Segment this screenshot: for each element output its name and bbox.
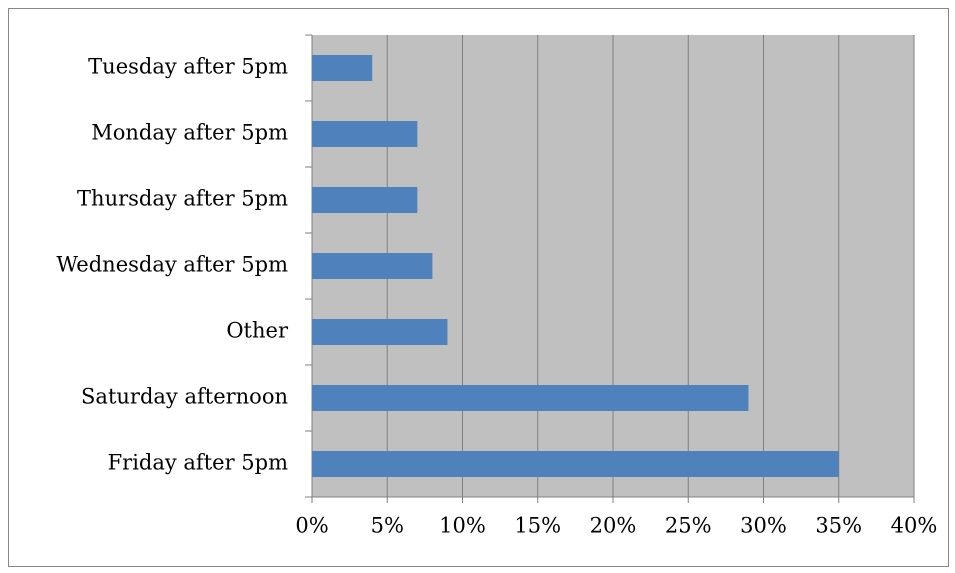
x-tick-label: 20% xyxy=(590,514,637,538)
y-tick-label: Monday after 5pm xyxy=(91,121,288,145)
bar xyxy=(312,55,373,81)
bar xyxy=(312,451,839,477)
bar xyxy=(312,187,418,213)
y-tick-label: Friday after 5pm xyxy=(108,451,289,475)
y-tick-label: Tuesday after 5pm xyxy=(88,55,288,79)
bar xyxy=(312,385,749,411)
bar xyxy=(312,253,433,279)
x-tick-label: 0% xyxy=(295,514,328,538)
x-tick-label: 10% xyxy=(439,514,486,538)
bar xyxy=(312,319,448,345)
y-tick-label: Saturday afternoon xyxy=(81,385,288,409)
x-tick-label: 30% xyxy=(740,514,787,538)
x-tick-label: 15% xyxy=(514,514,561,538)
bar xyxy=(312,121,418,147)
x-tick-label: 5% xyxy=(371,514,404,538)
x-tick-label: 35% xyxy=(815,514,862,538)
y-tick-label: Thursday after 5pm xyxy=(77,187,288,211)
y-tick-label: Wednesday after 5pm xyxy=(56,253,288,277)
x-tick-label: 40% xyxy=(891,514,938,538)
y-tick-label: Other xyxy=(226,319,289,343)
x-tick-label: 25% xyxy=(665,514,712,538)
